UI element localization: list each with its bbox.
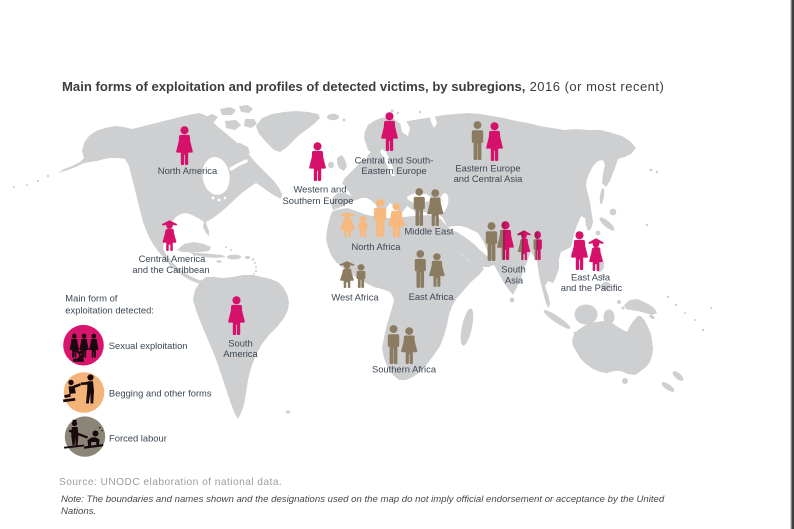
svg-text:Forced labour: Forced labour — [109, 433, 167, 444]
svg-text:Middle East: Middle East — [405, 226, 454, 237]
svg-text:East Asia: East Asia — [571, 272, 611, 283]
svg-text:Southern Europe: Southern Europe — [283, 195, 354, 206]
svg-text:and Central Asia: and Central Asia — [454, 173, 524, 184]
svg-text:Central America: Central America — [139, 253, 206, 264]
svg-text:and the Caribbean: and the Caribbean — [132, 264, 209, 275]
svg-text:North America: North America — [158, 165, 218, 176]
svg-text:Southern Africa: Southern Africa — [372, 364, 437, 375]
svg-text:Begging and other forms: Begging and other forms — [109, 388, 212, 399]
svg-text:South: South — [228, 338, 253, 349]
svg-text:East Africa: East Africa — [409, 291, 455, 302]
svg-text:Western and: Western and — [294, 184, 347, 195]
svg-text:Eastern Europe: Eastern Europe — [361, 165, 426, 176]
svg-text:Eastern Europe: Eastern Europe — [455, 163, 520, 174]
svg-text:Asia: Asia — [505, 275, 524, 286]
svg-text:West Africa: West Africa — [331, 292, 379, 303]
svg-text:and the Pacific: and the Pacific — [561, 282, 623, 293]
svg-text:Main form of: Main form of — [65, 292, 117, 303]
svg-text:America: America — [223, 348, 258, 359]
svg-text:exploitation detected:: exploitation detected: — [65, 304, 154, 315]
svg-text:Sexual exploitation: Sexual exploitation — [109, 340, 188, 351]
svg-text:North Africa: North Africa — [352, 241, 402, 252]
svg-text:South: South — [501, 264, 526, 275]
svg-text:Central and South-: Central and South- — [355, 155, 434, 166]
